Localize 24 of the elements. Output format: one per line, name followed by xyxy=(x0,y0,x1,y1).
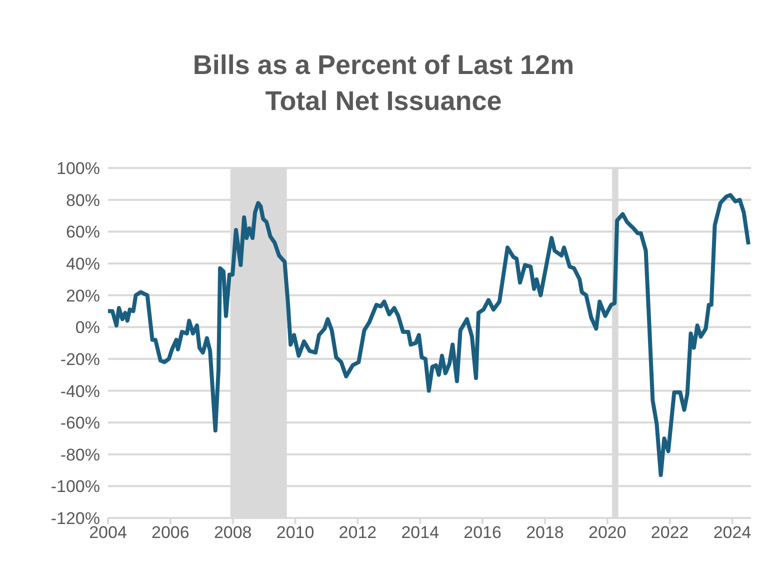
chart-title: Bills as a Percent of Last 12m Total Net Issuance xyxy=(192,49,576,118)
y-tick-label: -80% xyxy=(60,445,100,464)
x-tick-label: 2012 xyxy=(338,523,377,542)
x-tick-label: 2004 xyxy=(89,523,127,542)
x-tick-label: 2020 xyxy=(588,523,626,542)
line-series xyxy=(108,193,751,478)
x-tick-label: 2024 xyxy=(713,523,752,542)
y-tick-label: 100% xyxy=(56,159,100,178)
y-tick-label: 60% xyxy=(66,222,100,242)
y-tick-label: -20% xyxy=(60,350,100,369)
y-tick-label: -60% xyxy=(60,414,100,433)
x-tick-label: 2006 xyxy=(152,523,190,542)
x-tick-label: 2014 xyxy=(401,523,440,542)
y-tick-label: 0% xyxy=(75,318,100,338)
y-tick-label: 20% xyxy=(66,286,100,306)
y-tick-label: -40% xyxy=(60,382,100,401)
x-tick-label: 2016 xyxy=(464,523,502,542)
y-tick-label: 40% xyxy=(66,254,100,274)
y-tick-label: 80% xyxy=(66,190,100,210)
y-tick-label: -100% xyxy=(50,477,100,496)
x-tick-label: 2008 xyxy=(214,523,252,542)
x-tick-label: 2022 xyxy=(650,523,689,542)
x-tick-label: 2010 xyxy=(276,523,314,542)
x-tick-label: 2018 xyxy=(526,523,564,542)
